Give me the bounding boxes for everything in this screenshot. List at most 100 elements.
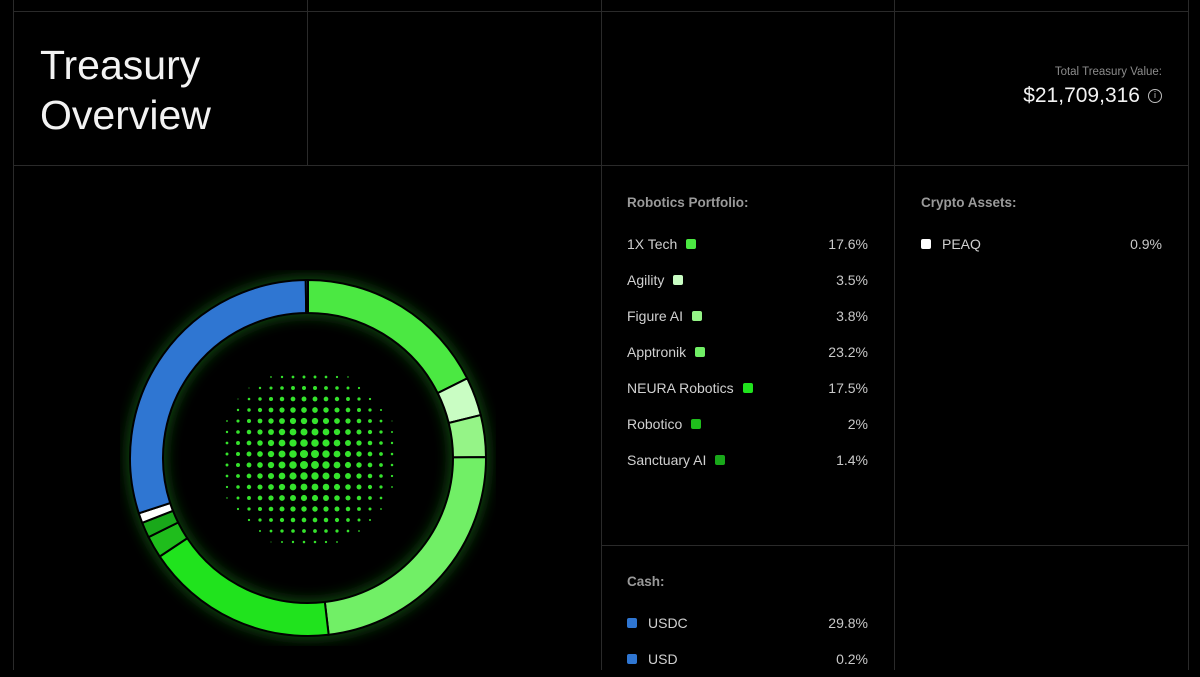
halftone-dot (301, 385, 307, 391)
halftone-dot (247, 397, 251, 401)
halftone-dot (334, 418, 340, 424)
robotics-list-item: Robotico 2% (627, 406, 868, 442)
halftone-dot (368, 397, 372, 401)
halftone-dot (357, 507, 361, 511)
legend-swatch (691, 419, 702, 429)
page-title: Treasury Overview (40, 40, 211, 140)
halftone-dot (278, 472, 286, 480)
halftone-dot (290, 506, 296, 512)
item-name: NEURA Robotics (627, 380, 734, 396)
halftone-dot (357, 397, 361, 401)
legend-swatch (686, 239, 697, 249)
halftone-dot (258, 386, 262, 390)
halftone-dot (299, 449, 309, 459)
halftone-dot (289, 417, 297, 425)
halftone-dot (358, 530, 360, 532)
halftone-dot (312, 506, 318, 512)
page-title-line1: Treasury (40, 42, 201, 88)
cash-section: Cash: USDC 29.8% USD 0.2% (627, 574, 868, 677)
halftone-dot (390, 463, 394, 467)
halftone-dot (391, 486, 393, 488)
donut-slice-usd[interactable] (304, 278, 309, 315)
halftone-dot (323, 407, 329, 413)
halftone-dot (344, 439, 352, 447)
halftone-dot (312, 396, 318, 402)
halftone-dot (236, 463, 240, 467)
info-icon[interactable]: i (1148, 89, 1162, 103)
halftone-dot (236, 507, 240, 511)
halftone-dot (226, 497, 228, 499)
halftone-dot (379, 463, 383, 467)
halftone-dot (246, 429, 252, 435)
halftone-dot (313, 529, 317, 533)
halftone-dot (257, 484, 263, 490)
halftone-dot (257, 440, 263, 446)
halftone-dot (270, 541, 272, 543)
legend-swatch (627, 654, 637, 664)
halftone-dot (289, 439, 297, 447)
halftone-dot (367, 462, 373, 468)
total-treasury-value: $21,709,316 (1023, 84, 1140, 107)
halftone-dot (323, 495, 329, 501)
halftone-dot (379, 441, 383, 445)
item-percentage: 23.2% (828, 344, 868, 360)
robotics-list-item: NEURA Robotics 17.5% (627, 370, 868, 406)
halftone-dot (379, 474, 383, 478)
halftone-dot (279, 407, 285, 413)
robotics-portfolio-section: Robotics Portfolio: 1X Tech 17.6% Agility 3… (627, 195, 868, 478)
item-name: USD (648, 651, 678, 667)
halftone-dot (236, 496, 240, 500)
halftone-dot (313, 375, 317, 379)
halftone-dot (356, 495, 362, 501)
halftone-dot (356, 462, 362, 468)
halftone-dot (356, 429, 362, 435)
halftone-dot (357, 518, 361, 522)
halftone-dot (311, 428, 319, 436)
halftone-dot (334, 506, 340, 512)
treasury-donut-chart (127, 277, 489, 639)
halftone-dot (313, 540, 317, 544)
halftone-dot (311, 417, 319, 425)
halftone-dot (356, 407, 362, 413)
halftone-dot (270, 376, 272, 378)
halftone-dot (368, 408, 372, 412)
halftone-dot (267, 439, 275, 447)
item-name: Figure AI (627, 308, 684, 324)
item-name: PEAQ (942, 236, 981, 252)
halftone-dot (291, 529, 295, 533)
halftone-dot (334, 517, 340, 523)
halftone-dot (289, 483, 297, 491)
halftone-dot (225, 441, 229, 445)
cash-title: Cash: (627, 574, 665, 589)
halftone-dot (257, 429, 263, 435)
item-name: Agility (627, 272, 665, 288)
halftone-dot (278, 439, 286, 447)
item-percentage: 3.8% (836, 308, 868, 324)
halftone-dot (346, 386, 350, 390)
halftone-dot (322, 428, 330, 436)
halftone-dot (311, 450, 319, 458)
halftone-dot (368, 496, 372, 500)
halftone-dot (357, 386, 361, 390)
halftone-dot (247, 507, 251, 511)
donut-slice-figure-ai[interactable] (447, 413, 488, 459)
halftone-dot (300, 483, 308, 491)
halftone-dot (257, 462, 263, 468)
halftone-dot (280, 529, 284, 533)
halftone-dot (267, 472, 275, 480)
halftone-dot (322, 461, 330, 469)
legend-swatch (695, 347, 706, 357)
halftone-dot (258, 518, 262, 522)
halftone-dot (301, 506, 307, 512)
crypto-list-item: PEAQ 0.9% (921, 226, 1162, 262)
legend-swatch (692, 311, 703, 321)
halftone-dot (268, 484, 274, 490)
robotics-list-item: Agility 3.5% (627, 262, 868, 298)
donut-slice-apptronik[interactable] (323, 456, 487, 636)
halftone-dot (225, 485, 229, 489)
donut-slice-neura-robotics[interactable] (158, 536, 330, 637)
crypto-assets-section: Crypto Assets: PEAQ 0.9% (921, 195, 1162, 262)
total-treasury-label: Total Treasury Value: (1054, 66, 1162, 78)
halftone-dot (368, 507, 372, 511)
halftone-dot (333, 428, 341, 436)
